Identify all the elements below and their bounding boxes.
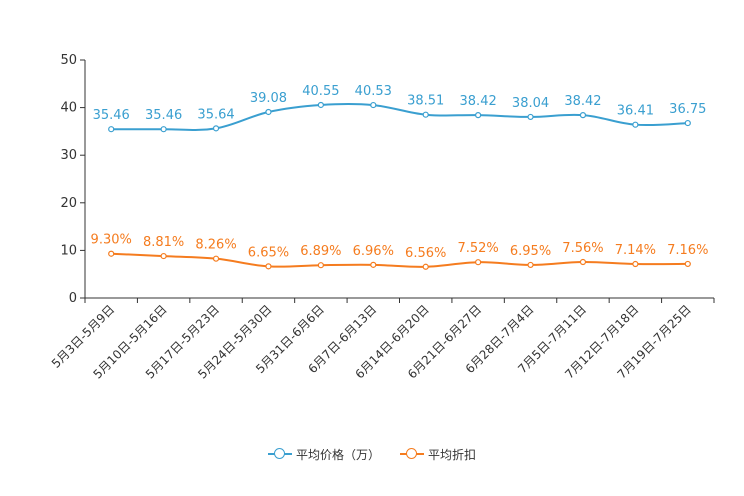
- legend-price-marker-icon: [267, 448, 292, 460]
- data-point: [632, 121, 639, 128]
- y-tick-label: 0: [69, 291, 77, 306]
- data-point: [265, 108, 272, 116]
- data-label: 39.08: [250, 91, 287, 106]
- y-tick-label: 10: [60, 243, 77, 258]
- data-label: 35.46: [93, 108, 130, 123]
- y-tick-label: 20: [60, 196, 77, 211]
- data-point: [108, 126, 115, 133]
- data-label: 38.42: [460, 94, 497, 109]
- data-label: 38.04: [512, 96, 549, 111]
- data-point: [317, 262, 324, 269]
- data-label: 7.14%: [615, 243, 656, 258]
- data-point: [527, 261, 534, 269]
- data-label: 40.55: [302, 84, 339, 99]
- data-label: 6.65%: [248, 245, 289, 260]
- legend-price-label: 平均价格（万）: [295, 447, 380, 462]
- data-label: 7.52%: [457, 241, 498, 256]
- data-point: [108, 250, 115, 257]
- data-point: [265, 263, 272, 270]
- legend-item-price[interactable]: 平均价格（万）: [267, 446, 380, 463]
- data-point: [317, 101, 324, 109]
- legend-item-discount[interactable]: 平均折扣: [400, 446, 476, 463]
- legend-discount-label: 平均折扣: [428, 447, 477, 462]
- y-tick-label: 30: [60, 148, 77, 163]
- data-label: 36.75: [669, 102, 706, 117]
- data-label: 38.42: [564, 94, 601, 109]
- series-price: 35.46 35.46 35.64 39.08 40.55 40.53 38.51 38.42…: [93, 84, 706, 133]
- data-label: 8.26%: [195, 238, 236, 253]
- data-point: [684, 260, 691, 268]
- data-label: 35.64: [197, 107, 234, 122]
- data-point: [422, 263, 429, 270]
- data-label: 6.56%: [405, 246, 446, 261]
- data-point: [160, 126, 167, 133]
- data-label: 9.30%: [91, 233, 132, 248]
- data-point: [579, 258, 587, 266]
- data-point: [212, 125, 220, 132]
- data-point: [475, 259, 482, 266]
- data-point: [370, 261, 377, 268]
- series-group: 35.46 35.46 35.64 39.08 40.55 40.53 38.51 38.42…: [91, 84, 708, 270]
- axes: 010203040505月3日-5月9日5月10日-5月16日5月17日-5月2…: [49, 53, 715, 382]
- data-point: [475, 112, 482, 119]
- legend: 平均价格（万） 平均折扣: [0, 444, 744, 464]
- data-label: 8.81%: [143, 235, 184, 250]
- data-label: 40.53: [355, 84, 392, 99]
- data-label: 7.16%: [667, 243, 708, 258]
- data-label: 36.41: [617, 104, 654, 119]
- data-point: [684, 119, 691, 127]
- series-line: [111, 252, 688, 268]
- data-point: [422, 111, 429, 118]
- data-label: 7.56%: [562, 241, 603, 256]
- data-point: [632, 260, 639, 268]
- data-point: [370, 101, 377, 109]
- data-label: 35.46: [145, 108, 182, 123]
- series-discount: 9.30% 8.81% 8.26% 6.65% 6.89% 6.96% 6.56% 7.52%…: [91, 233, 708, 270]
- data-point: [160, 252, 167, 260]
- y-tick-label: 40: [60, 101, 77, 116]
- y-tick-label: 50: [60, 53, 77, 68]
- data-label: 6.96%: [353, 244, 394, 259]
- data-label: 6.89%: [300, 244, 341, 259]
- data-point: [527, 113, 534, 121]
- data-label: 38.51: [407, 94, 444, 109]
- data-label: 6.95%: [510, 244, 551, 259]
- data-point: [579, 112, 587, 119]
- legend-discount-marker-icon: [400, 448, 424, 460]
- series-line: [111, 102, 688, 131]
- data-point: [212, 255, 220, 262]
